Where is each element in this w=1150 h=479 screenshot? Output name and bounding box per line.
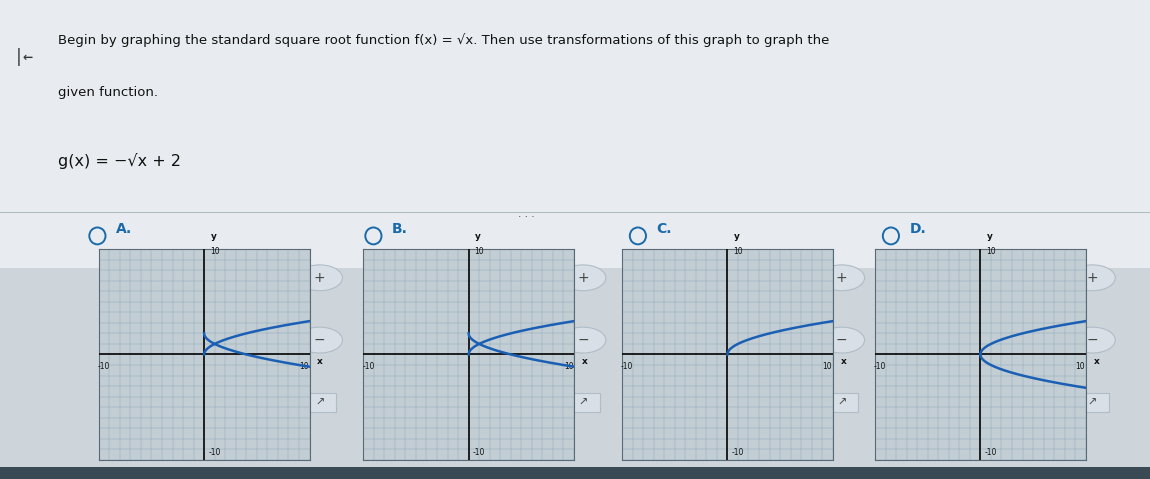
Circle shape <box>297 265 343 291</box>
Bar <box>1076 393 1109 412</box>
Text: -10: -10 <box>362 362 375 371</box>
Text: -10: -10 <box>731 447 744 456</box>
Text: -10: -10 <box>621 362 634 371</box>
Circle shape <box>560 327 606 353</box>
Text: |←: |← <box>14 48 33 66</box>
Circle shape <box>1070 327 1116 353</box>
Circle shape <box>819 327 865 353</box>
Bar <box>826 393 858 412</box>
Text: −: − <box>836 333 848 347</box>
Text: 10: 10 <box>474 247 484 256</box>
Text: x: x <box>841 357 846 366</box>
Text: -10: -10 <box>984 447 997 456</box>
Text: y: y <box>475 232 481 241</box>
Text: ↗: ↗ <box>578 398 588 407</box>
Text: +: + <box>577 271 589 285</box>
Text: given function.: given function. <box>58 86 158 99</box>
Text: ↗: ↗ <box>837 398 846 407</box>
Text: 10: 10 <box>209 247 220 256</box>
Text: 10: 10 <box>986 247 996 256</box>
Circle shape <box>819 265 865 291</box>
Text: −: − <box>577 333 589 347</box>
Text: x: x <box>582 357 588 366</box>
Text: −: − <box>314 333 325 347</box>
Text: −: − <box>1087 333 1098 347</box>
Text: C.: C. <box>657 222 672 237</box>
Circle shape <box>1070 265 1116 291</box>
Text: D.: D. <box>910 222 927 237</box>
Circle shape <box>560 265 606 291</box>
Text: A.: A. <box>116 222 132 237</box>
Bar <box>567 393 599 412</box>
Text: x: x <box>317 357 323 366</box>
Text: . . .: . . . <box>518 209 535 218</box>
Text: Begin by graphing the standard square root function f(x) = √x. Then use transfor: Begin by graphing the standard square ro… <box>58 34 829 47</box>
Text: +: + <box>836 271 848 285</box>
Text: 10: 10 <box>822 362 833 371</box>
Text: 10: 10 <box>564 362 574 371</box>
Text: 10: 10 <box>299 362 309 371</box>
Text: ↗: ↗ <box>315 398 324 407</box>
Text: y: y <box>734 232 739 241</box>
Text: -10: -10 <box>98 362 110 371</box>
Text: -10: -10 <box>874 362 887 371</box>
Text: 10: 10 <box>1075 362 1086 371</box>
Text: +: + <box>1087 271 1098 285</box>
Text: ↗: ↗ <box>1088 398 1097 407</box>
Text: y: y <box>210 232 216 241</box>
Text: -10: -10 <box>473 447 485 456</box>
Circle shape <box>297 327 343 353</box>
Text: +: + <box>314 271 325 285</box>
Text: y: y <box>987 232 992 241</box>
Text: g(x) = −√x + 2: g(x) = −√x + 2 <box>58 153 181 169</box>
Text: B.: B. <box>392 222 408 237</box>
Text: -10: -10 <box>208 447 221 456</box>
Text: x: x <box>1094 357 1099 366</box>
Text: 10: 10 <box>733 247 743 256</box>
Bar <box>304 393 336 412</box>
